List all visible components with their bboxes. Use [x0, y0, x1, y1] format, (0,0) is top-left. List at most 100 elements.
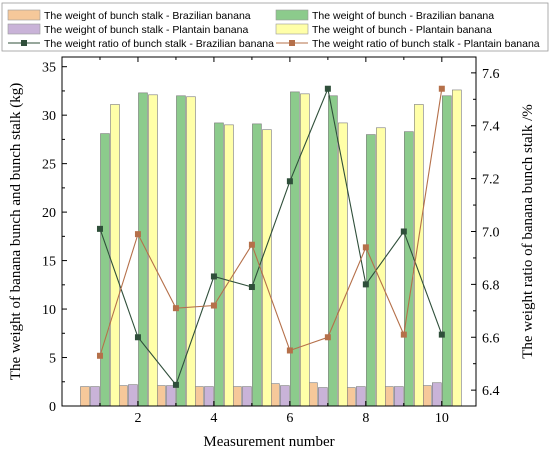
line-point [324, 85, 331, 92]
y-right-tick-label: 7.2 [482, 173, 500, 188]
legend-swatch [7, 9, 41, 21]
line-point [286, 178, 293, 185]
x-tick-label: 10 [435, 411, 449, 426]
legend-item-bar-1: The weight of bunch stalk - Plantain ban… [7, 23, 248, 36]
legend-label: The weight ratio of bunch stalk - Brazil… [44, 38, 274, 50]
bar [376, 127, 386, 407]
legend-item-bar-0: The weight of bunch stalk - Brazilian ba… [7, 9, 251, 22]
y-axis-left-title: The weight of banana bunch and bunch sta… [8, 83, 24, 380]
legend-label: The weight of bunch - Brazilian banana [312, 10, 494, 22]
bar [356, 386, 366, 407]
bar [166, 385, 176, 407]
bar [318, 387, 328, 407]
bar [110, 104, 120, 407]
x-tick-label: 4 [210, 411, 217, 426]
line-point [248, 284, 255, 291]
y-left-tick-label: 25 [42, 158, 56, 173]
line-point [172, 305, 179, 312]
y-right-tick-label: 7.0 [482, 226, 500, 241]
line-point [438, 85, 445, 92]
line-point [400, 331, 407, 338]
legend-label: The weight of bunch - Plantain banana [312, 24, 492, 36]
bar [328, 95, 338, 407]
bar [280, 385, 290, 407]
line-point [134, 231, 141, 238]
line-point [96, 225, 103, 232]
bar [156, 385, 166, 407]
y-left-tick-label: 10 [42, 303, 56, 318]
y-left-tick-label: 20 [42, 206, 56, 221]
bar [176, 95, 186, 407]
bar [270, 383, 280, 407]
series-line [99, 88, 443, 356]
line-point [286, 347, 293, 354]
y-right-tick-label: 6.8 [482, 278, 500, 293]
legend-swatch [275, 9, 309, 21]
lines-layer [96, 85, 445, 388]
line-point [438, 331, 445, 338]
bar [300, 93, 310, 407]
line-point [362, 281, 369, 288]
bar [442, 95, 452, 407]
legend-label: The weight of bunch stalk - Brazilian ba… [44, 10, 251, 22]
bar [422, 385, 432, 407]
y-right-tick-label: 7.4 [482, 120, 500, 135]
line-point [96, 352, 103, 359]
legend-label: The weight ratio of bunch stalk - Planta… [312, 38, 540, 50]
legend-swatch [275, 23, 309, 35]
x-axis-title: Measurement number [203, 434, 334, 450]
x-tick-label: 6 [286, 411, 293, 426]
y-right-tick-label: 6.4 [482, 384, 500, 399]
line-point [248, 241, 255, 248]
bar [224, 124, 234, 407]
bar [242, 386, 252, 407]
bar [194, 386, 204, 407]
bar [366, 134, 376, 407]
bar [346, 387, 356, 407]
y-right-tick-label: 7.6 [482, 67, 500, 82]
bar [384, 386, 394, 407]
x-tick-label: 8 [362, 411, 369, 426]
y-right-tick-label: 6.6 [482, 331, 500, 346]
x-tick-label: 2 [134, 411, 141, 426]
bars-layer [80, 89, 462, 407]
legend-marker [289, 40, 295, 46]
line-point [362, 244, 369, 251]
bar [404, 131, 414, 407]
bar [394, 386, 404, 407]
y-left-tick-label: 5 [49, 352, 56, 367]
bar [90, 386, 100, 407]
y-left-tick-label: 0 [49, 400, 56, 415]
line-point [172, 381, 179, 388]
bar [214, 122, 224, 407]
legend-item-line-1: The weight ratio of bunch stalk - Planta… [276, 38, 540, 50]
bar [128, 384, 138, 407]
y-left-tick-label: 35 [42, 61, 56, 76]
y-left-tick-label: 15 [42, 255, 56, 270]
bar [100, 133, 110, 407]
y-axis-right-title: The weight ratio of banana bunch stalk /… [520, 104, 536, 359]
bar [186, 96, 196, 407]
axes-layer: 2 4 6 8 10 0 5 10 15 20 25 30 35 6.4 6.6 6.8 7.0 7.2 7.4 7.… [42, 56, 500, 426]
legend-item-bar-3: The weight of bunch - Plantain banana [275, 23, 492, 36]
bar [118, 385, 128, 407]
bar [80, 386, 90, 407]
bar [290, 91, 300, 407]
line-point [134, 334, 141, 341]
bar [262, 129, 272, 407]
bar [432, 382, 442, 407]
legend-swatch [7, 23, 41, 35]
line-point [210, 302, 217, 309]
bar [308, 382, 318, 407]
legend-label: The weight of bunch stalk - Plantain ban… [44, 24, 248, 36]
legend-item-bar-2: The weight of bunch - Brazilian banana [275, 9, 494, 22]
series-line [99, 86, 443, 386]
line-point [400, 228, 407, 235]
line-point [324, 334, 331, 341]
y-left-tick-label: 30 [42, 109, 56, 124]
legend: The weight of bunch stalk - Brazilian ba… [1, 2, 549, 52]
line-point [210, 273, 217, 280]
legend-item-line-0: The weight ratio of bunch stalk - Brazil… [8, 38, 274, 50]
bar [232, 386, 242, 407]
